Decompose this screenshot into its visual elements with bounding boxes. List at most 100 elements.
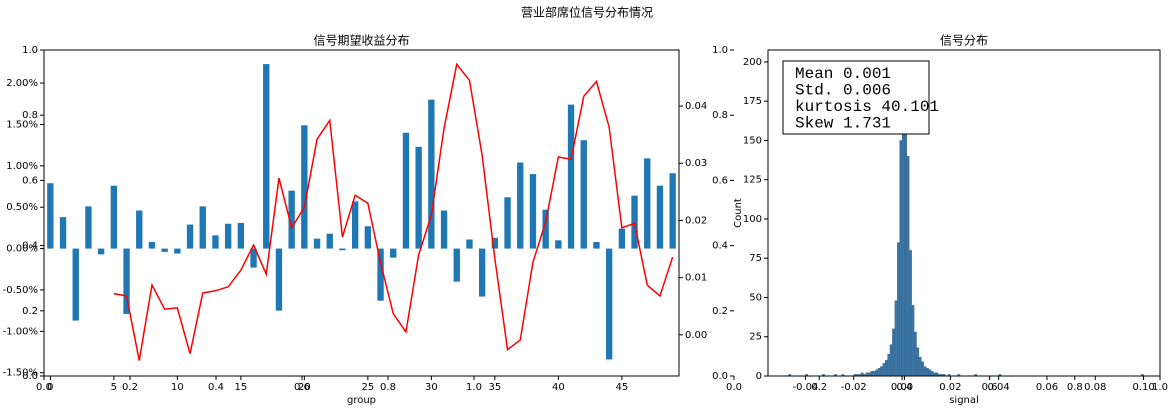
hist-bar <box>909 250 912 377</box>
y-tick-label: 200 <box>743 57 762 68</box>
hist-bar <box>899 140 903 377</box>
x-tick-label: 15 <box>234 382 247 393</box>
bar <box>644 158 651 249</box>
y-tick-label: 0 <box>756 371 762 382</box>
bar <box>567 104 575 249</box>
bar <box>415 146 422 249</box>
y-tick-label: -1.50% <box>3 368 38 379</box>
y-tick-label: 0.2 <box>712 306 728 317</box>
y-tick-label: 0.6 <box>22 175 38 186</box>
x-tick-label: 0.8 <box>1067 382 1083 393</box>
hist-bar <box>894 300 898 377</box>
bar <box>301 125 308 249</box>
bar <box>123 248 130 314</box>
y-tick-label: 1.50% <box>6 119 38 130</box>
y-tick-label: 150 <box>743 135 762 146</box>
y-tick-label: 0.04 <box>685 101 707 112</box>
y-tick-label: 0.0 <box>712 371 728 382</box>
stats-text: kurtosis 40.101 <box>795 98 939 116</box>
y-tick-label: 0.2 <box>22 306 38 317</box>
y-axis-label: Count <box>733 198 744 228</box>
y-tick-label: 0.4 <box>22 241 38 252</box>
x-tick-label: 0.4 <box>896 382 912 393</box>
bar <box>237 222 245 249</box>
bar <box>593 241 600 249</box>
bar <box>313 238 321 249</box>
bar <box>478 248 486 297</box>
bar <box>288 190 295 249</box>
bar <box>491 237 499 249</box>
x-tick-label: 0.00 <box>891 382 913 393</box>
x-tick-label: 1.0 <box>1152 382 1168 393</box>
stats-text: Std. 0.006 <box>795 82 891 100</box>
hist-bar <box>897 242 900 377</box>
bar <box>72 248 79 321</box>
stats-text: Skew 1.731 <box>795 115 891 133</box>
hist-bar <box>911 305 915 377</box>
y-tick-label: 0.00% <box>6 244 38 255</box>
y-tick-label: -1.00% <box>3 326 38 337</box>
bar <box>224 223 232 249</box>
hist-bar <box>916 347 920 377</box>
x-tick-label: 5 <box>111 382 117 393</box>
x-tick-label: 0.06 <box>1036 382 1058 393</box>
hist-bar <box>930 371 934 377</box>
x-axis-label: signal <box>949 395 979 406</box>
bar <box>275 248 283 311</box>
hist-bar <box>923 366 927 377</box>
hist-bar <box>875 369 879 377</box>
figure-title: 营业部席位信号分布情况 <box>521 5 653 20</box>
bar <box>326 233 333 249</box>
x-tick-label: 25 <box>361 382 374 393</box>
axes-title: 信号分布 <box>940 34 988 48</box>
x-tick-label: 0.0 <box>36 382 52 393</box>
bar <box>263 64 270 249</box>
y-tick-label: 25 <box>749 332 762 343</box>
x-tick-label: 10 <box>171 382 184 393</box>
hist-bar <box>877 367 881 377</box>
hist-bar <box>884 360 888 377</box>
y-tick-label: 175 <box>743 96 762 107</box>
y-tick-label: 1.0 <box>22 45 38 56</box>
bar <box>199 206 206 249</box>
bar <box>555 240 562 249</box>
bar <box>47 183 54 249</box>
y-tick-label: 0.00 <box>685 330 707 341</box>
bar <box>59 217 67 249</box>
y-tick-label: 0.6 <box>712 175 728 186</box>
bar <box>186 224 194 249</box>
hist-bar <box>926 367 929 377</box>
bar <box>504 197 511 249</box>
bar <box>656 185 664 249</box>
x-tick-label: 0.2 <box>122 382 138 393</box>
x-tick-label: 1.0 <box>466 382 482 393</box>
x-tick-label: -0.04 <box>792 382 818 393</box>
bar <box>542 209 549 249</box>
hist-bar <box>918 357 922 377</box>
hist-bar <box>887 353 891 377</box>
y-tick-label: 0.01 <box>685 273 707 284</box>
y-tick-label: 100 <box>743 214 762 225</box>
axes-title: 信号期望收益分布 <box>313 34 409 48</box>
y-tick-label: 0.8 <box>712 110 728 121</box>
hist-bar <box>880 366 883 377</box>
y-tick-label: 0.03 <box>685 158 707 169</box>
hist-bar <box>870 371 874 377</box>
y-tick-label: 50 <box>749 292 762 303</box>
bar <box>97 248 105 255</box>
y-tick-label: 125 <box>743 175 762 186</box>
bar <box>85 206 92 249</box>
bar <box>212 235 219 249</box>
bar <box>364 226 372 249</box>
hist-bar <box>913 331 917 377</box>
hist-bar <box>921 361 924 377</box>
bar <box>110 185 118 249</box>
x-tick-label: 0.02 <box>939 382 961 393</box>
x-tick-label: 0.10 <box>1132 382 1154 393</box>
y-tick-label: -0.50% <box>3 285 38 296</box>
y-tick-label: 1.0 <box>712 45 728 56</box>
x-tick-label: 0.04 <box>988 382 1010 393</box>
bar <box>250 248 257 268</box>
x-tick-label: 0.4 <box>208 382 224 393</box>
